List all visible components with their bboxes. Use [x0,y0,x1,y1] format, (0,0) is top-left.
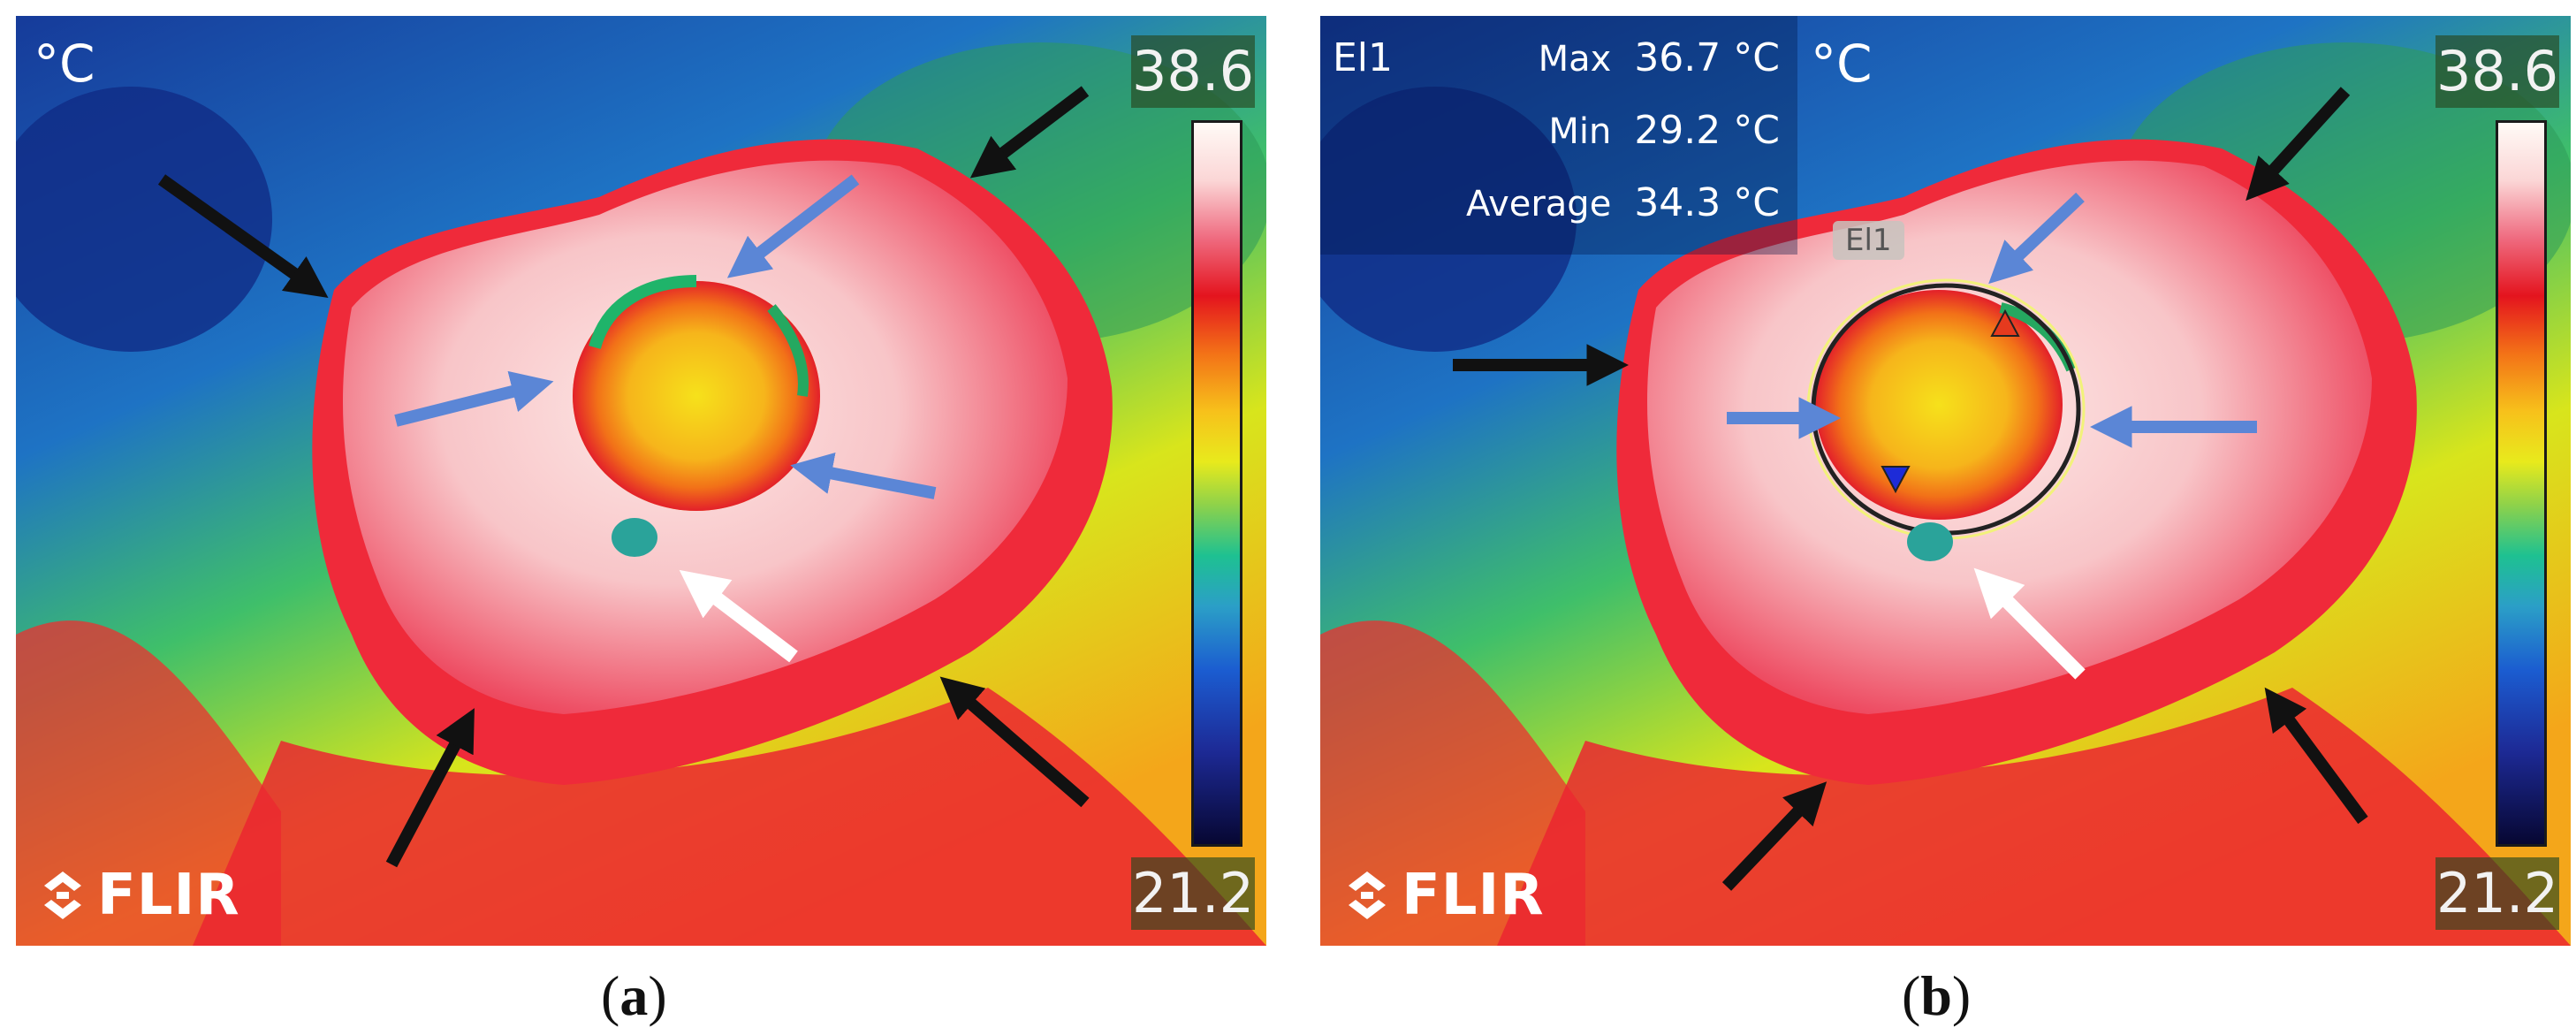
caption-b: (b) [1902,964,1972,1027]
thermal-image-b: El1 Max 36.7 °C Min 29.2 °C Average 34.3 °C… [1320,16,2571,946]
white-arrow [1973,567,2086,680]
caption-letter: a [619,964,649,1027]
stat-value: 36.7 °C [1634,35,1780,80]
color-scale-bar [2496,120,2547,847]
thermal-scene-b [1320,16,2571,946]
flir-logo: FLIR [1340,863,1545,928]
max-temp-marker-icon [1990,308,2020,337]
white-arrow [679,569,798,663]
thermal-scene-a [16,16,1266,946]
flir-logo-icon [44,871,81,919]
min-temp-marker-icon [1881,466,1911,494]
blue-arrow [790,453,937,499]
scale-max-label: 38.6 [2435,35,2559,108]
blue-arrow [394,370,554,427]
blue-arrow [1988,192,2085,285]
black-arrow [2264,687,2368,825]
black-arrow [969,86,1090,179]
blue-arrow [726,174,860,278]
black-arrow [385,708,475,868]
flir-logo-text: FLIR [1402,863,1545,928]
stat-label: Average [1466,184,1612,225]
flir-logo-text: FLIR [97,863,240,928]
stat-label: Max [1538,39,1612,80]
black-arrow [1721,781,1828,891]
caption-letter: b [1920,964,1952,1027]
measurement-stats-panel: El1 Max 36.7 °C Min 29.2 °C Average 34.3 °C [1320,16,1797,255]
color-scale-bar [1191,120,1242,847]
temperature-unit: °C [1811,34,1873,94]
black-arrow [939,676,1090,808]
stat-row-average: Average 34.3 °C [1466,180,1780,225]
stat-row-max: Max 36.7 °C [1539,35,1780,80]
measurement-tag: El1 [1833,221,1904,260]
stat-value: 29.2 °C [1634,108,1780,153]
scale-min-label: 21.2 [1131,857,1255,930]
measurement-name: El1 [1333,35,1394,80]
black-arrow [2245,87,2351,202]
flir-logo-icon [1349,871,1386,919]
caption-a: (a) [601,964,667,1027]
temperature-unit: °C [34,34,95,94]
stat-value: 34.3 °C [1634,180,1780,225]
stat-label: Min [1548,111,1612,152]
scale-min-label: 21.2 [2435,857,2559,930]
scale-max-label: 38.6 [1131,35,1255,108]
black-arrow [157,174,329,299]
stat-row-min: Min 29.2 °C [1548,108,1780,153]
flir-logo: FLIR [35,863,240,928]
thermal-image-a: °C 38.6 21.2 FLIR [16,16,1266,946]
